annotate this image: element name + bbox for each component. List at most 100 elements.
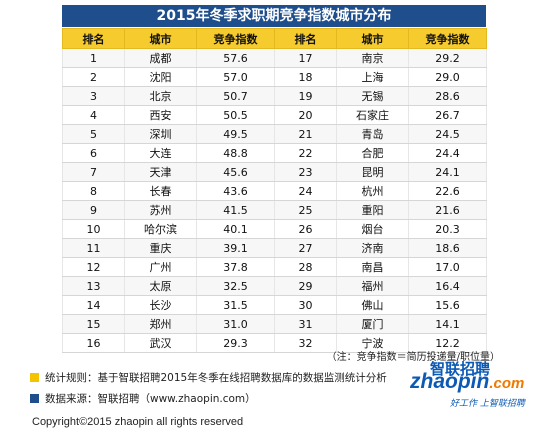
city-cell: 福州 — [336, 276, 409, 296]
logo-domain: zhaopin.com — [410, 370, 524, 394]
table-row: 14 长沙 31.5 30 佛山 15.6 — [62, 295, 487, 315]
index-cell: 45.6 — [196, 162, 275, 182]
city-cell: 广州 — [124, 257, 197, 277]
city-cell: 石家庄 — [336, 105, 409, 125]
table-row: 12 广州 37.8 28 南昌 17.0 — [62, 257, 487, 277]
table-row: 4 西安 50.5 20 石家庄 26.7 — [62, 105, 487, 125]
index-cell: 39.1 — [196, 238, 275, 258]
city-cell: 杭州 — [336, 181, 409, 201]
rank-cell: 12 — [62, 257, 125, 277]
rank-cell: 29 — [274, 276, 337, 296]
city-cell: 太原 — [124, 276, 197, 296]
index-cell: 15.6 — [408, 295, 487, 315]
index-cell: 24.5 — [408, 124, 487, 144]
rank-cell: 22 — [274, 143, 337, 163]
rank-cell: 10 — [62, 219, 125, 239]
table-row: 15 郑州 31.0 31 厦门 14.1 — [62, 314, 487, 334]
city-cell: 郑州 — [124, 314, 197, 334]
index-cell: 29.2 — [408, 48, 487, 68]
table-row: 11 重庆 39.1 27 济南 18.6 — [62, 238, 487, 258]
blue-square-icon — [30, 394, 39, 403]
logo-domain-main: zhaopin — [410, 370, 490, 393]
logo-brand: 智联招聘 — [430, 360, 491, 378]
rank-cell: 27 — [274, 238, 337, 258]
table-row: 6 大连 48.8 22 合肥 24.4 — [62, 143, 487, 163]
rank-cell: 6 — [62, 143, 125, 163]
city-cell: 佛山 — [336, 295, 409, 315]
rank-cell: 4 — [62, 105, 125, 125]
index-cell: 49.5 — [196, 124, 275, 144]
legend-data-source: 数据来源：智联招聘（www.zhaopin.com） — [30, 391, 256, 406]
rank-cell: 14 — [62, 295, 125, 315]
stat-rule-text: 统计规则：基于智联招聘2015年冬季在线招聘数据库的数据监测统计分析 — [45, 372, 387, 384]
rank-cell: 28 — [274, 257, 337, 277]
table-row: 2 沈阳 57.0 18 上海 29.0 — [62, 67, 487, 87]
index-cell: 21.6 — [408, 200, 487, 220]
index-cell: 31.0 — [196, 314, 275, 334]
page-title: 2015年冬季求职期竞争指数城市分布 — [62, 5, 486, 27]
table-row: 8 长春 43.6 24 杭州 22.6 — [62, 181, 487, 201]
logo-domain-suffix: .com — [489, 375, 525, 392]
index-cell: 20.3 — [408, 219, 487, 239]
index-cell: 32.5 — [196, 276, 275, 296]
rank-cell: 9 — [62, 200, 125, 220]
city-cell: 济南 — [336, 238, 409, 258]
rank-cell: 16 — [62, 333, 125, 353]
index-cell: 16.4 — [408, 276, 487, 296]
index-cell: 43.6 — [196, 181, 275, 201]
city-cell: 深圳 — [124, 124, 197, 144]
header-city-left: 城市 — [124, 28, 197, 49]
city-cell: 苏州 — [124, 200, 197, 220]
city-cell: 烟台 — [336, 219, 409, 239]
rank-cell: 24 — [274, 181, 337, 201]
index-cell: 50.5 — [196, 105, 275, 125]
city-cell: 天津 — [124, 162, 197, 182]
rank-cell: 30 — [274, 295, 337, 315]
index-cell: 14.1 — [408, 314, 487, 334]
rank-cell: 7 — [62, 162, 125, 182]
table-row: 16 武汉 29.3 32 宁波 12.2 — [62, 333, 487, 353]
table-row: 9 苏州 41.5 25 重阳 21.6 — [62, 200, 487, 220]
city-cell: 武汉 — [124, 333, 197, 353]
city-cell: 沈阳 — [124, 67, 197, 87]
rank-cell: 11 — [62, 238, 125, 258]
city-cell: 南京 — [336, 48, 409, 68]
city-cell: 宁波 — [336, 333, 409, 353]
city-cell: 长春 — [124, 181, 197, 201]
city-cell: 大连 — [124, 143, 197, 163]
copyright-text: Copyright©2015 zhaopin all rights reserv… — [32, 416, 244, 428]
city-cell: 无锡 — [336, 86, 409, 106]
index-cell: 57.0 — [196, 67, 275, 87]
formula-note: （注：竞争指数＝简历投递量/职位量） — [326, 352, 500, 363]
index-cell: 29.0 — [408, 67, 487, 87]
rank-cell: 1 — [62, 48, 125, 68]
city-cell: 厦门 — [336, 314, 409, 334]
table-row: 7 天津 45.6 23 昆明 24.1 — [62, 162, 487, 182]
city-cell: 青岛 — [336, 124, 409, 144]
table-row: 10 哈尔滨 40.1 26 烟台 20.3 — [62, 219, 487, 239]
rank-cell: 19 — [274, 86, 337, 106]
rank-cell: 15 — [62, 314, 125, 334]
city-cell: 昆明 — [336, 162, 409, 182]
city-cell: 长沙 — [124, 295, 197, 315]
table-header-row: 排名 城市 竞争指数 排名 城市 竞争指数 — [62, 28, 487, 49]
city-cell: 南昌 — [336, 257, 409, 277]
index-cell: 18.6 — [408, 238, 487, 258]
rank-cell: 18 — [274, 67, 337, 87]
index-cell: 17.0 — [408, 257, 487, 277]
index-cell: 31.5 — [196, 295, 275, 315]
rank-cell: 2 — [62, 67, 125, 87]
city-cell: 成都 — [124, 48, 197, 68]
header-city-right: 城市 — [336, 28, 409, 49]
index-cell: 40.1 — [196, 219, 275, 239]
table-row: 5 深圳 49.5 21 青岛 24.5 — [62, 124, 487, 144]
city-cell: 上海 — [336, 67, 409, 87]
city-cell: 哈尔滨 — [124, 219, 197, 239]
city-cell: 北京 — [124, 86, 197, 106]
rank-cell: 32 — [274, 333, 337, 353]
index-cell: 22.6 — [408, 181, 487, 201]
table-row: 3 北京 50.7 19 无锡 28.6 — [62, 86, 487, 106]
rank-cell: 20 — [274, 105, 337, 125]
yellow-square-icon — [30, 373, 39, 382]
legend-stat-rule: 统计规则：基于智联招聘2015年冬季在线招聘数据库的数据监测统计分析 — [30, 370, 387, 385]
